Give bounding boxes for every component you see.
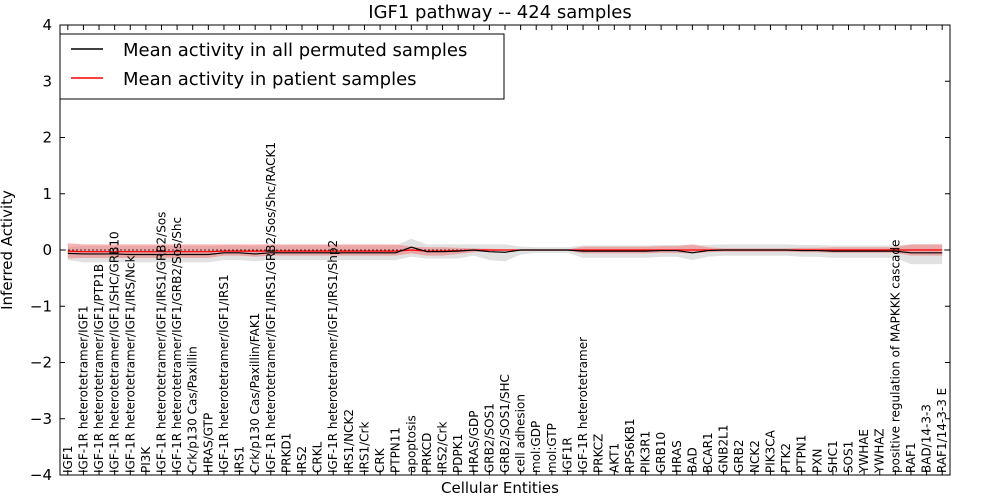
x-axis-label: Cellular Entities <box>441 479 559 497</box>
x-tick-label: Crk/p130 Cas/Paxillin/FAK1 <box>248 313 262 473</box>
x-tick-label: HRAS/GDP <box>467 410 481 473</box>
x-tick-label: IRS1/Crk <box>357 422 371 473</box>
y-tick-label: 0 <box>42 241 52 259</box>
x-tick-label: RAF1 <box>904 442 918 473</box>
x-tick-label: PIK3CA <box>763 429 777 473</box>
x-tick-label: mol:GTP <box>545 423 559 473</box>
x-tick-label: BAD/14-3-3 <box>920 404 934 473</box>
x-tick-label: IGF-1R heterotetramer/IGF1/GRB2/Sos/Shc <box>170 217 184 473</box>
x-tick-label: CRKL <box>311 441 325 473</box>
x-tick-label: Crk/p130 Cas/Paxillin <box>186 346 200 473</box>
x-tick-label: PDPK1 <box>451 434 465 473</box>
chart-title: IGF1 pathway -- 424 samples <box>368 2 631 23</box>
band-permuted <box>67 238 943 265</box>
x-tick-label: AKT1 <box>607 443 621 473</box>
y-tick-label: 2 <box>42 129 52 147</box>
y-tick-label: −2 <box>30 354 52 372</box>
x-tick-label: PTPN11 <box>389 427 403 473</box>
x-tick-label: IGF-1R heterotetramer/IGF1/PTP1B <box>92 264 106 473</box>
x-tick-label: HRAS <box>670 440 684 473</box>
series-line-permuted <box>67 246 943 256</box>
x-tick-label: GRB2/SOS1/SHC <box>498 374 512 473</box>
x-tick-label: IRS1 <box>233 446 247 473</box>
x-tick-label: GRB10 <box>654 432 668 473</box>
x-tick-label: GNB2L1 <box>717 425 731 473</box>
x-tick-label: SOS1 <box>842 441 856 473</box>
x-tick-label: SHC1 <box>826 440 840 473</box>
x-tick-label: mol:GDP <box>529 421 543 473</box>
y-axis-ticks: −4 −3 −2 −1 0 1 2 3 4 <box>30 16 950 484</box>
x-tick-label: NCK2 <box>748 440 762 473</box>
x-tick-label: IGF-1R heterotetramer/IGF1/IRS1/GRB2/Sos <box>154 212 168 473</box>
chart-legend: Mean activity in all permuted samples Me… <box>59 33 505 100</box>
x-tick-label: apoptosis <box>404 415 418 473</box>
band-patient <box>67 243 943 259</box>
x-tick-label: YWHAE <box>857 429 871 474</box>
x-tick-label: GRB2/SOS1 <box>482 403 496 473</box>
x-tick-label: PTPN1 <box>795 435 809 473</box>
x-tick-label: positive regulation of MAPKKK cascade <box>888 240 902 473</box>
legend-label-patient: Mean activity in patient samples <box>123 69 417 90</box>
x-tick-label: PRKCZ <box>592 434 606 473</box>
x-tick-label: RAF1/14-3-3 E <box>935 388 949 473</box>
x-tick-label: GRB2 <box>732 439 746 473</box>
x-tick-label: BAD <box>685 447 699 473</box>
y-axis-label: Inferred Activity <box>0 190 16 310</box>
x-tick-label: IGF-1R heterotetramer <box>576 337 590 473</box>
x-tick-label: IGF-1R heterotetramer/IGF1 <box>76 306 90 473</box>
x-tick-label: PTK2 <box>779 443 793 473</box>
x-tick-label: IGF1R <box>560 437 574 473</box>
x-tick-label: HRAS/GTP <box>201 413 215 473</box>
legend-label-permuted: Mean activity in all permuted samples <box>123 40 467 61</box>
y-tick-label: 1 <box>42 185 52 203</box>
x-tick-label: RPS6KB1 <box>623 418 637 473</box>
legend-box <box>59 33 505 100</box>
y-tick-label: −1 <box>30 297 52 315</box>
y-tick-label: −4 <box>30 466 52 484</box>
x-tick-label: PIK3R1 <box>639 431 653 473</box>
x-tick-label: PI3K <box>139 446 153 473</box>
x-tick-label: IGF-1R heterotetramer/IGF1/IRS1 <box>217 274 231 473</box>
y-tick-label: 3 <box>42 72 52 90</box>
x-axis-ticks: IGF1 IGF-1R heterotetramer/IGF1 IGF-1R het… <box>61 25 949 475</box>
x-tick-label: IRS1/NCK2 <box>342 409 356 473</box>
series-lines <box>67 246 943 256</box>
x-tick-label: PRKCD <box>420 433 434 473</box>
y-tick-label: −3 <box>30 410 52 428</box>
x-tick-label: BCAR1 <box>701 432 715 473</box>
x-tick-label: IRS2 <box>295 446 309 473</box>
x-tick-label: IGF-1R heterotetramer/IGF1/IRS1/GRB2/Sos… <box>264 142 278 473</box>
x-tick-label: IGF-1R heterotetramer/IGF1/SHC/GRB10 <box>108 231 122 473</box>
x-tick-label: CRK <box>373 447 387 473</box>
x-tick-label: PRKD1 <box>279 433 293 473</box>
x-tick-label: IGF-1R heterotetramer/IGF1/IRS1/Shp2 <box>326 240 340 473</box>
x-tick-label: YWHAZ <box>873 428 887 474</box>
y-tick-label: 4 <box>42 16 52 34</box>
x-tick-label: IGF1 <box>61 446 75 473</box>
x-tick-label: PXN <box>810 449 824 473</box>
x-tick-label: cell adhesion <box>514 394 528 473</box>
x-tick-label: IGF-1R heterotetramer/IGF1/IRS/Nck <box>123 255 137 473</box>
x-tick-label: IRS2/Crk <box>436 422 450 473</box>
